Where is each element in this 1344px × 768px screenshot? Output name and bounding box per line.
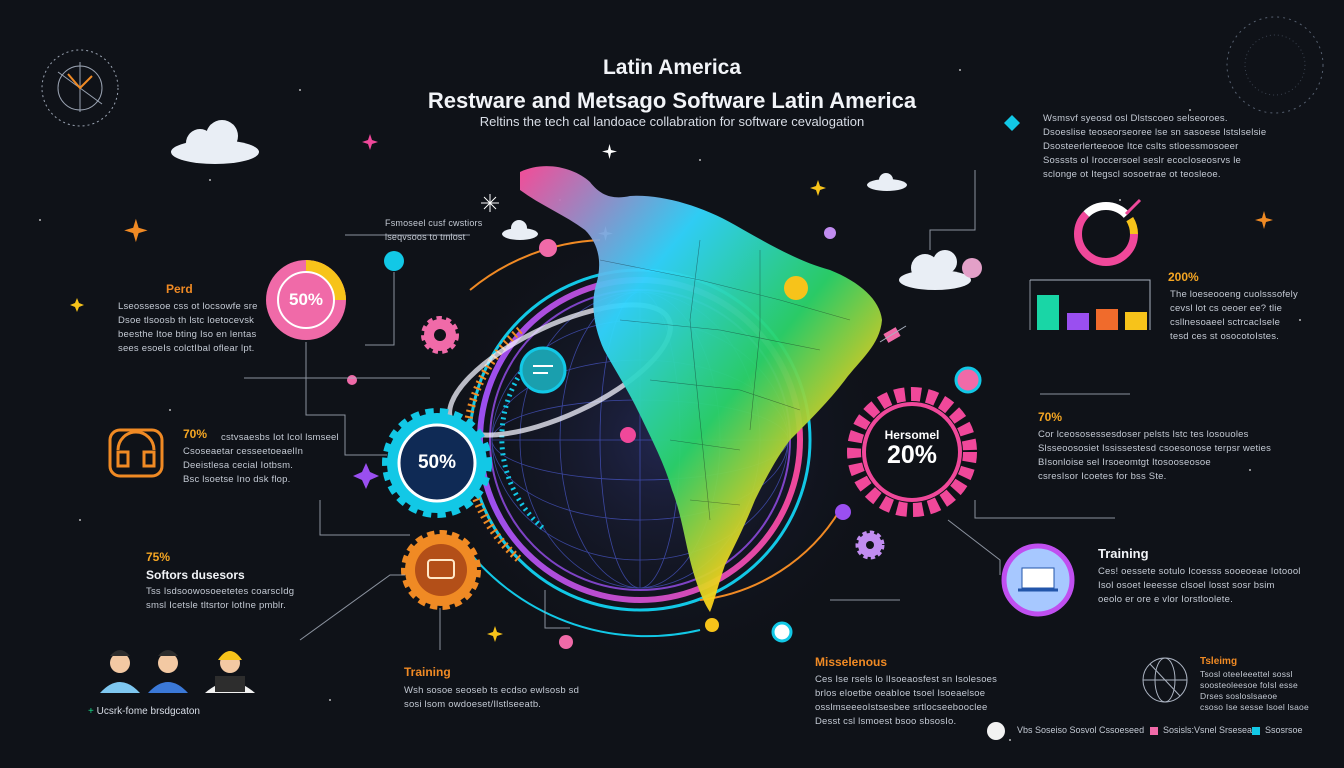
bottom-misc-text: Ces Ise rsels lo lIsoeaosfest sn Isoleso… [815, 674, 998, 727]
sparkle-icon [124, 211, 1273, 243]
left-75-label: Softors dusesors [146, 568, 245, 582]
center-note: Fsmoseel cusf cwstiors lseqvsoos to tmlo… [385, 218, 483, 242]
connector-nodes [347, 227, 982, 649]
gear-right-value: 20% [886, 441, 938, 469]
cloud-icon [502, 220, 538, 240]
pink-percent-badge [266, 260, 346, 340]
signal-icon [481, 194, 499, 212]
bottom-training-label: Training [404, 665, 451, 679]
gear-icon [401, 530, 481, 610]
connector-lines [244, 170, 1130, 650]
person-icon [205, 651, 255, 693]
right-200-text: The loeseooeng cuolsssofely cevsl lot cs… [1170, 289, 1298, 342]
right-training-label: Training [1098, 546, 1149, 561]
left-75-percent: 75% [146, 550, 171, 564]
sparkle-icon [353, 463, 379, 489]
bottom-misc-label: Misselenous [815, 655, 888, 669]
footer-link-3[interactable]: Ssosrsoe [1265, 725, 1303, 735]
right-training-text: Ces! oessete sotulo Icoesss sooeoeae Iot… [1098, 566, 1301, 605]
decorative-ring [1226, 16, 1324, 114]
cloud-icon [171, 120, 259, 164]
sparkle-icon [362, 134, 378, 150]
gear-icon [421, 316, 459, 354]
donut-chart-icon [1074, 202, 1138, 266]
sparkle-icon [1004, 115, 1020, 131]
right-200-percent: 200% [1168, 270, 1199, 284]
person-icon [148, 650, 188, 693]
page-heading: Restware and Metsago Software Latin Amer… [427, 88, 917, 113]
globe-icon [1142, 657, 1188, 703]
right-70-text: Cor lceososessesdoser pelsts lstc tes lo… [1038, 429, 1272, 482]
bottom-training-text: Wsh sosoe seoseb ts ecdso ewlsosb sd sos… [404, 685, 580, 710]
right-70-percent: 70% [1038, 410, 1063, 424]
laptop-icon [1001, 543, 1075, 617]
perd-text: Lseossesoe css ot locsowfe sre Dsoe tlso… [118, 301, 258, 354]
social-icons [987, 722, 1260, 740]
left-70-text: cstvsaesbs Iot Icol lsmseel Csoseaetar c… [183, 432, 339, 485]
right-training-small-text: Tsosl oteeIeeettel sossl soosteoleesoe f… [1200, 669, 1309, 712]
cloud-icon [899, 250, 982, 290]
headset-icon [108, 428, 164, 478]
page-subtitle: Reltins the tech cal landoace collabrati… [479, 114, 865, 129]
compass-icon [41, 49, 119, 127]
left-75-text: Tss Isdsoowosoeetetes coarscIdg smsl Ice… [146, 586, 295, 611]
globe-node [519, 346, 567, 394]
right-training-small-label: Tsleimg [1200, 656, 1238, 667]
gear-icon [855, 530, 885, 560]
right-top-text: Wsmsvf syeosd osl Dlstscoeo selseoroes. … [1043, 113, 1267, 180]
perd-label: Perd [166, 282, 193, 296]
cyan-gear-value: 50% [417, 452, 457, 473]
pink-badge-value: 50% [288, 290, 324, 309]
left-70-percent: 70% [183, 427, 208, 441]
footer-link-2[interactable]: Sosisls:Vsnel Srsesea [1163, 725, 1253, 735]
cloud-icon [867, 173, 907, 191]
bar-chart-icon [1030, 279, 1151, 330]
team-caption: + Ucsrk-fome brsdgcaton [88, 706, 200, 717]
gear-icon [847, 387, 977, 517]
person-icon [100, 650, 140, 693]
page-title: Latin America [602, 56, 742, 79]
gear-right-label: Hersomel [884, 428, 940, 442]
satellite-icon [879, 325, 907, 343]
gear-icon [382, 408, 492, 518]
sparkle-icon [70, 180, 826, 642]
plus-icon: + [88, 706, 94, 717]
footer-link-1[interactable]: Vbs Soseiso Sosvol Cssoeseed [1017, 725, 1145, 735]
